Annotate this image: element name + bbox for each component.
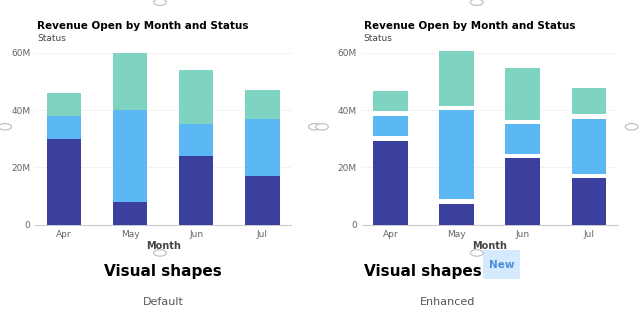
Text: Status: Status (364, 34, 392, 43)
Bar (373, 141, 408, 225)
Bar (506, 68, 540, 120)
Bar (179, 156, 214, 225)
Text: Revenue Open by Month and Status: Revenue Open by Month and Status (364, 21, 575, 31)
Bar (506, 158, 540, 225)
Bar (47, 139, 81, 225)
Bar (245, 119, 280, 176)
X-axis label: Month: Month (146, 241, 180, 251)
Bar (373, 116, 408, 136)
Bar (47, 116, 81, 139)
Bar (179, 70, 214, 125)
Bar (373, 91, 408, 111)
Bar (572, 119, 606, 174)
Bar (179, 125, 214, 156)
X-axis label: Month: Month (472, 241, 507, 251)
Bar (439, 204, 474, 225)
Text: Default: Default (143, 297, 184, 307)
Text: Visual shapes: Visual shapes (104, 264, 222, 279)
Bar (113, 202, 147, 225)
Bar (572, 88, 606, 114)
Text: Visual shapes: Visual shapes (364, 264, 481, 279)
Bar (245, 176, 280, 225)
Bar (506, 125, 540, 154)
Bar (245, 90, 280, 119)
Bar (113, 110, 147, 202)
FancyBboxPatch shape (481, 249, 523, 280)
Bar (572, 178, 606, 225)
Text: Status: Status (37, 34, 66, 43)
Bar (113, 53, 147, 110)
Text: New: New (489, 260, 515, 270)
Bar (439, 50, 474, 106)
Bar (439, 110, 474, 199)
Text: Revenue Open by Month and Status: Revenue Open by Month and Status (37, 21, 248, 31)
Bar (47, 93, 81, 116)
Text: Enhanced: Enhanced (420, 297, 476, 307)
